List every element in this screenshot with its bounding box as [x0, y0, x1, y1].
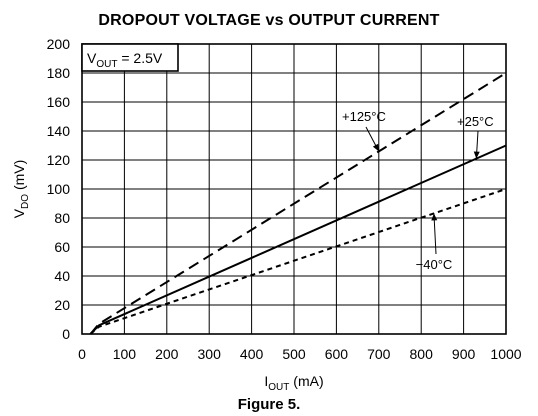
tick-layer: 0 100 200 300 400 500 600 700 800 900 1000 0 20 40 60 8…: [47, 36, 522, 362]
x-tick-label: 700: [367, 346, 391, 362]
annotation-layer: +125°C +25°C −40°C: [342, 109, 494, 272]
annotation-arrowhead: [431, 213, 438, 221]
y-tick-label: 60: [54, 239, 70, 255]
x-tick-label: 200: [155, 346, 179, 362]
x-tick-label: 500: [282, 346, 306, 362]
x-tick-label: 1000: [490, 346, 521, 362]
y-axis-label: VDO (mV): [11, 160, 31, 219]
condition-label: VOUT = 2.5V: [87, 50, 163, 70]
x-tick-label: 0: [78, 346, 86, 362]
y-tick-label: 140: [47, 123, 71, 139]
chart-title: DROPOUT VOLTAGE vs OUTPUT CURRENT: [98, 12, 440, 29]
plot-frame: [81, 43, 507, 335]
figure-caption: Figure 5.: [237, 396, 301, 413]
x-tick-label: 900: [452, 346, 476, 362]
annotation-arrowhead: [473, 151, 480, 159]
y-tick-label: 80: [54, 210, 70, 226]
series-annotation: +25°C: [457, 114, 494, 129]
condition-box-frame: [81, 43, 179, 72]
series-line: [89, 188, 507, 335]
series-layer: [89, 72, 507, 335]
axis-label-layer: IOUT (mA) VDO (mV): [11, 160, 324, 393]
x-tick-label: 300: [198, 346, 222, 362]
y-tick-label: 120: [47, 152, 71, 168]
series-annotation: +125°C: [342, 109, 386, 124]
series-line: [89, 144, 507, 335]
y-tick-label: 0: [62, 326, 70, 342]
x-axis-label: IOUT (mA): [264, 373, 323, 393]
y-tick-label: 40: [54, 268, 70, 284]
x-tick-label: 800: [410, 346, 434, 362]
condition-box: VOUT = 2.5V: [81, 43, 179, 72]
x-tick-label: 100: [113, 346, 137, 362]
grid-layer: [82, 44, 506, 334]
y-tick-label: 20: [54, 297, 70, 313]
y-tick-label: 160: [47, 94, 71, 110]
y-tick-label: 100: [47, 181, 71, 197]
series-line: [89, 72, 507, 335]
series-annotation: −40°C: [416, 257, 453, 272]
annotation-arrowhead: [372, 143, 379, 152]
x-tick-label: 600: [325, 346, 349, 362]
y-tick-label: 180: [47, 65, 71, 81]
x-tick-label: 400: [240, 346, 264, 362]
y-tick-label: 200: [47, 36, 71, 52]
